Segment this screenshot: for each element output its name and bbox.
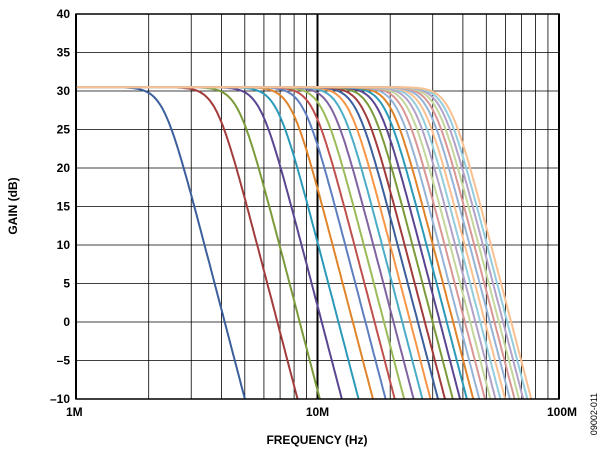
- y-tick-label: –5: [57, 354, 71, 368]
- y-tick-label: 30: [57, 84, 71, 98]
- y-tick-label: 25: [57, 123, 71, 137]
- y-tick-label: 40: [57, 7, 71, 21]
- figure-id: 09002-011: [589, 393, 599, 435]
- y-axis-title: GAIN (dB): [6, 177, 20, 234]
- x-tick-label: 1M: [66, 405, 83, 419]
- x-tick-labels: 1M 10M 100M: [66, 405, 577, 419]
- y-tick-label: 20: [57, 161, 71, 175]
- x-tick-label: 10M: [306, 405, 329, 419]
- series-group: [76, 86, 533, 399]
- x-axis-title: FREQUENCY (Hz): [266, 433, 367, 447]
- plot-frame: [75, 13, 560, 400]
- x-tick-label: 100M: [547, 405, 577, 419]
- y-tick-label: 5: [63, 277, 70, 291]
- y-tick-labels: 40 35 30 25 20 15 10 5 0 –5 –10: [50, 7, 70, 406]
- y-tick-label: 0: [63, 315, 70, 329]
- y-tick-label: 35: [57, 46, 71, 60]
- y-tick-label: 10: [57, 238, 71, 252]
- grid: [75, 13, 560, 400]
- series-line-30: [76, 86, 533, 399]
- y-tick-label: 15: [57, 200, 71, 214]
- y-tick-label: –10: [50, 392, 70, 406]
